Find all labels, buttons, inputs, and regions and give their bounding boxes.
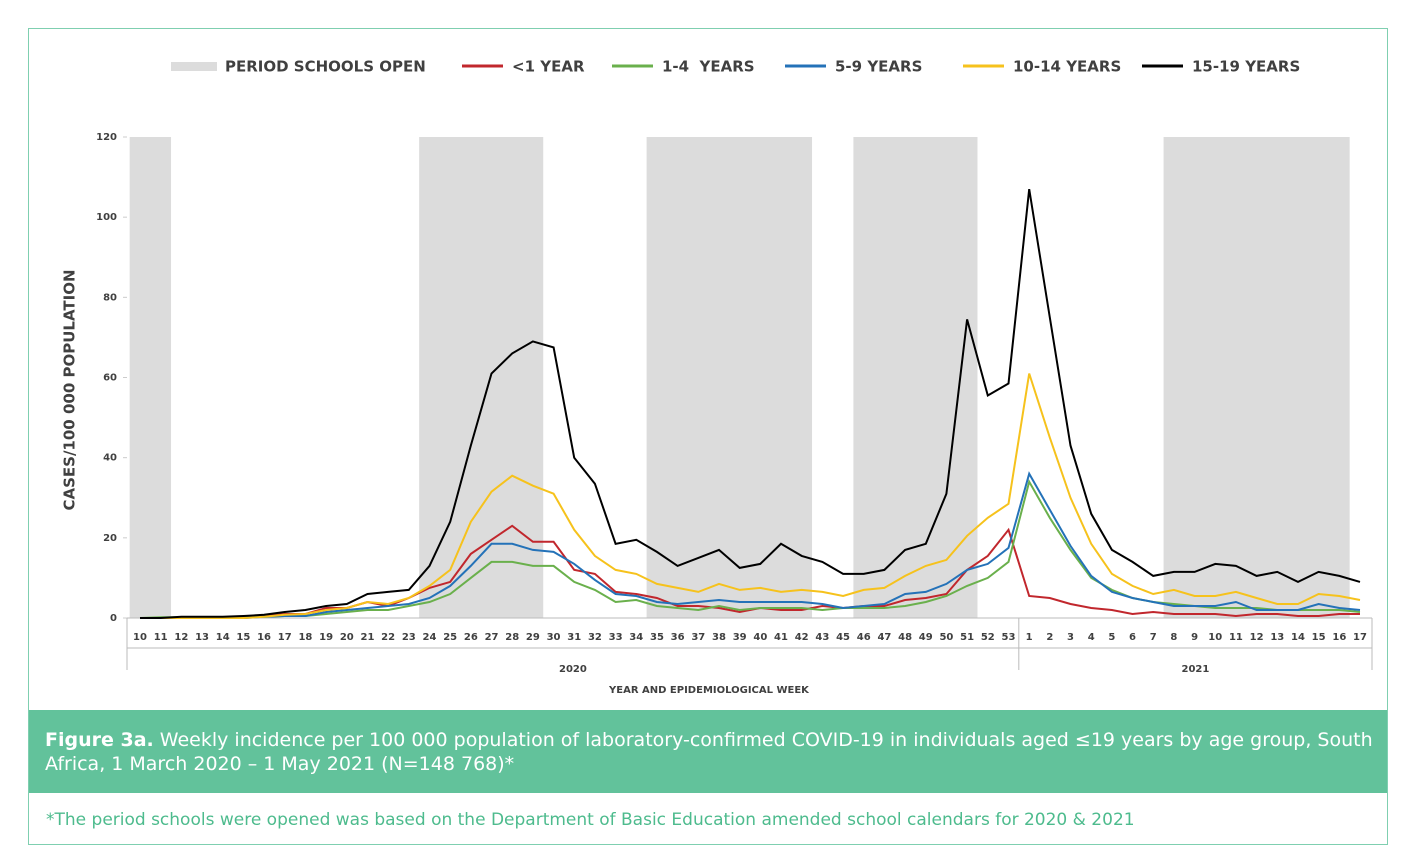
legend-label: 10-14 YEARS [1013, 58, 1121, 76]
x-tick-label: 9 [1191, 632, 1198, 643]
school-open-period [853, 137, 978, 618]
x-tick-label: 4 [1088, 632, 1095, 643]
y-tick-label: 0 [110, 613, 117, 624]
school-open-period [646, 137, 813, 618]
x-tick-label: 42 [795, 632, 809, 643]
frame [28, 28, 1388, 845]
x-tick-label: 10 [133, 632, 147, 643]
x-tick-label: 41 [774, 632, 788, 643]
x-tick-label: 20 [340, 632, 354, 643]
x-tick-label: 16 [257, 632, 271, 643]
x-tick-label: 25 [443, 632, 457, 643]
school-open-period [129, 137, 172, 618]
x-tick-label: 2 [1046, 632, 1053, 643]
legend-swatch [171, 62, 217, 71]
x-tick-label: 21 [360, 632, 374, 643]
x-tick-label: 17 [278, 632, 292, 643]
legend-label: 1-4 YEARS [662, 58, 755, 76]
x-tick-label: 52 [981, 632, 995, 643]
x-tick-label: 15 [236, 632, 250, 643]
x-tick-label: 50 [939, 632, 953, 643]
x-tick-label: 23 [402, 632, 416, 643]
legend-label: <1 YEAR [512, 58, 585, 76]
x-tick-label: 24 [423, 632, 437, 643]
x-tick-label: 15 [1312, 632, 1326, 643]
legend-label: 15-19 YEARS [1192, 58, 1300, 76]
x-tick-label: 43 [815, 632, 829, 643]
year-label: 2020 [559, 664, 587, 675]
y-tick-label: 120 [96, 132, 117, 143]
x-tick-label: 30 [547, 632, 561, 643]
school-open-period [1163, 137, 1350, 618]
x-tick-label: 31 [567, 632, 581, 643]
series-line [140, 471, 1361, 619]
x-tick-label: 14 [1291, 632, 1305, 643]
y-tick-label: 40 [103, 453, 117, 464]
school-open-period [419, 137, 544, 618]
x-tick-label: 27 [485, 632, 499, 643]
x-axis-title: YEAR AND EPIDEMIOLOGICAL WEEK [608, 685, 810, 696]
x-tick-label: 46 [857, 632, 871, 643]
x-tick-label: 45 [836, 632, 850, 643]
y-tick-label: 60 [103, 373, 117, 384]
x-tick-label: 13 [1270, 632, 1284, 643]
x-tick-label: 5 [1108, 632, 1115, 643]
footnote: *The period schools were opened was base… [46, 810, 1135, 830]
x-tick-label: 38 [712, 632, 726, 643]
x-tick-label: 29 [526, 632, 540, 643]
series-line [140, 188, 1361, 619]
x-tick-label: 6 [1129, 632, 1136, 643]
year-label: 2021 [1181, 664, 1209, 675]
x-tick-label: 12 [1250, 632, 1264, 643]
x-tick-label: 47 [877, 632, 891, 643]
x-tick-label: 34 [629, 632, 643, 643]
x-tick-label: 14 [216, 632, 230, 643]
x-tick-label: 48 [898, 632, 912, 643]
caption: Figure 3a. Weekly incidence per 100 000 … [29, 710, 1387, 793]
y-tick-label: 80 [103, 292, 117, 303]
x-tick-label: 37 [691, 632, 705, 643]
y-tick-label: 100 [96, 212, 117, 223]
x-tick-label: 53 [1002, 632, 1016, 643]
x-tick-label: 17 [1353, 632, 1367, 643]
x-tick-label: 33 [609, 632, 623, 643]
x-tick-label: 35 [650, 632, 664, 643]
x-tick-label: 8 [1170, 632, 1177, 643]
x-tick-label: 28 [505, 632, 519, 643]
x-tick-label: 10 [1208, 632, 1222, 643]
caption-bold: Figure 3a. [45, 729, 154, 751]
y-tick-label: 20 [103, 533, 117, 544]
x-tick-label: 1 [1026, 632, 1033, 643]
x-tick-label: 12 [174, 632, 188, 643]
caption-text: Weekly incidence per 100 000 population … [45, 729, 1373, 775]
x-tick-label: 13 [195, 632, 209, 643]
x-tick-label: 51 [960, 632, 974, 643]
x-tick-label: 39 [733, 632, 747, 643]
x-tick-label: 16 [1332, 632, 1346, 643]
y-axis-title: CASES/100 000 POPULATION [61, 269, 79, 510]
legend-label: 5-9 YEARS [835, 58, 922, 76]
x-tick-label: 32 [588, 632, 602, 643]
x-tick-label: 36 [671, 632, 685, 643]
x-tick-label: 49 [919, 632, 933, 643]
x-tick-label: 11 [154, 632, 168, 643]
x-tick-label: 11 [1229, 632, 1243, 643]
x-tick-label: 18 [298, 632, 312, 643]
legend-label: PERIOD SCHOOLS OPEN [225, 58, 426, 76]
x-tick-label: 19 [319, 632, 333, 643]
x-tick-label: 3 [1067, 632, 1074, 643]
x-tick-label: 7 [1150, 632, 1157, 643]
x-tick-label: 40 [753, 632, 767, 643]
x-tick-label: 26 [464, 632, 478, 643]
series-line [140, 373, 1361, 619]
x-tick-label: 22 [381, 632, 395, 643]
